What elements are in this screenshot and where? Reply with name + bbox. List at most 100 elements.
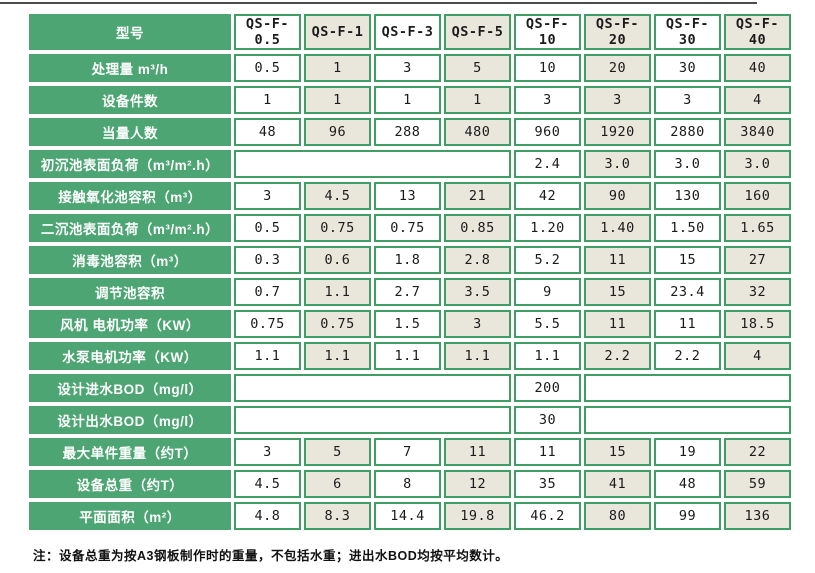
spec-cell: 15 [584, 438, 651, 466]
spec-cell: 1.20 [514, 214, 581, 242]
spec-cell: 0.3 [234, 246, 301, 274]
row-label: 平面面积（m²） [29, 502, 231, 530]
spec-row: 风机 电机功率（KW） 0.75 0.75 1.5 3 5.5 11 11 18.5 [29, 310, 791, 338]
spec-cell: 0.6 [304, 246, 371, 274]
spec-cell: 14.4 [374, 502, 441, 530]
spec-row: 当量人数 48 96 288 480 960 1920 2880 3840 [29, 118, 791, 146]
model-column-header: QS-F-0.5 [234, 14, 301, 50]
model-row-label: 型号 [29, 14, 231, 50]
row-label: 处理量 m³/h [29, 54, 231, 82]
spec-cell: 3 [374, 54, 441, 82]
spec-row: 设计出水BOD（mg/l） 30 [29, 406, 791, 434]
spec-cell: 1.1 [514, 342, 581, 370]
spec-row: 初沉池表面负荷（m³/m².h） 2.4 3.0 3.0 3.0 [29, 150, 791, 178]
spec-cell: 15 [654, 246, 721, 274]
spec-row: 平面面积（m²） 4.8 8.3 14.4 19.8 46.2 80 99 136 [29, 502, 791, 530]
spec-table-container: 型号 QS-F-0.5 QS-F-1 QS-F-3 QS-F-5 QS-F-10 QS-F-… [26, 10, 794, 534]
spec-cell: 48 [654, 470, 721, 498]
spec-cell: 2.7 [374, 278, 441, 306]
spec-row: 设计进水BOD（mg/l） 200 [29, 374, 791, 402]
spec-row: 处理量 m³/h 0.5 1 3 5 10 20 30 40 [29, 54, 791, 82]
spec-cell: 99 [654, 502, 721, 530]
spec-cell: 41 [584, 470, 651, 498]
spec-cell: 1 [304, 54, 371, 82]
model-column-header: QS-F-10 [514, 14, 581, 50]
spec-cell: 4.5 [304, 182, 371, 210]
spec-cell: 130 [654, 182, 721, 210]
spec-cell: 5 [304, 438, 371, 466]
spec-cell: 2.8 [444, 246, 511, 274]
spec-cell: 3.5 [444, 278, 511, 306]
spec-table: 型号 QS-F-0.5 QS-F-1 QS-F-3 QS-F-5 QS-F-10 QS-F-… [26, 10, 794, 534]
spec-row: 水泵电机功率（KW） 1.1 1.1 1.1 1.1 1.1 2.2 2.2 4 [29, 342, 791, 370]
model-column-header: QS-F-5 [444, 14, 511, 50]
spec-cell: 5 [444, 54, 511, 82]
spec-cell: 59 [724, 470, 791, 498]
spec-cell: 8.3 [304, 502, 371, 530]
spec-cell: 27 [724, 246, 791, 274]
spec-cell: 9 [514, 278, 581, 306]
spec-cell: 3 [444, 310, 511, 338]
spec-cell: 6 [304, 470, 371, 498]
row-label: 设备总重（约T） [29, 470, 231, 498]
spec-cell: 2.2 [584, 342, 651, 370]
spec-row: 接触氧化池容积（m³） 3 4.5 13 21 42 90 130 160 [29, 182, 791, 210]
spec-cell: 0.75 [304, 214, 371, 242]
row-label: 消毒池容积（m³） [29, 246, 231, 274]
spec-cell: 4.8 [234, 502, 301, 530]
spec-cell: 1.1 [374, 342, 441, 370]
spec-cell: 7 [374, 438, 441, 466]
spec-cell: 5.2 [514, 246, 581, 274]
spec-cell: 1.65 [724, 214, 791, 242]
spec-cell: 1920 [584, 118, 651, 146]
spec-cell: 4.5 [234, 470, 301, 498]
spec-cell: 480 [444, 118, 511, 146]
spec-cell: 96 [304, 118, 371, 146]
row-label: 设计进水BOD（mg/l） [29, 374, 231, 402]
model-column-header: QS-F-1 [304, 14, 371, 50]
spec-cell: 1.40 [584, 214, 651, 242]
spec-cell [584, 374, 791, 402]
spec-cell: 10 [514, 54, 581, 82]
spec-cell: 13 [374, 182, 441, 210]
spec-cell: 40 [724, 54, 791, 82]
row-label: 设备件数 [29, 86, 231, 114]
spec-cell: 32 [724, 278, 791, 306]
row-label: 最大单件重量（约T） [29, 438, 231, 466]
model-column-header: QS-F-30 [654, 14, 721, 50]
spec-cell: 19.8 [444, 502, 511, 530]
spec-cell: 42 [514, 182, 581, 210]
spec-cell: 0.5 [234, 54, 301, 82]
spec-cell: 21 [444, 182, 511, 210]
row-label: 风机 电机功率（KW） [29, 310, 231, 338]
spec-cell: 200 [514, 374, 581, 402]
row-label: 设计出水BOD（mg/l） [29, 406, 231, 434]
spec-cell: 23.4 [654, 278, 721, 306]
spec-cell: 30 [654, 54, 721, 82]
row-label: 二沉池表面负荷（m³/m².h） [29, 214, 231, 242]
spec-cell: 4 [724, 342, 791, 370]
spec-cell: 1.1 [444, 342, 511, 370]
spec-cell: 48 [234, 118, 301, 146]
spec-cell: 3.0 [724, 150, 791, 178]
spec-cell: 1 [374, 86, 441, 114]
header-row: 型号 QS-F-0.5 QS-F-1 QS-F-3 QS-F-5 QS-F-10 QS-F-… [29, 14, 791, 50]
spec-cell: 11 [514, 438, 581, 466]
row-label: 初沉池表面负荷（m³/m².h） [29, 150, 231, 178]
spec-cell: 4 [724, 86, 791, 114]
spec-cell: 160 [724, 182, 791, 210]
spec-cell: 2.4 [514, 150, 581, 178]
spec-cell: 46.2 [514, 502, 581, 530]
spec-cell: 1.1 [304, 278, 371, 306]
spec-cell: 35 [514, 470, 581, 498]
spec-cell: 19 [654, 438, 721, 466]
spec-cell: 3 [584, 86, 651, 114]
spec-cell: 1.8 [374, 246, 441, 274]
spec-cell: 11 [444, 438, 511, 466]
footnote: 注：设备总重为按A3钢板制作时的重量，不包括水重；进出水BOD均按平均数计。 [33, 549, 509, 563]
model-column-header: QS-F-20 [584, 14, 651, 50]
spec-cell: 0.75 [234, 310, 301, 338]
spec-cell: 0.7 [234, 278, 301, 306]
spec-cell: 2.2 [654, 342, 721, 370]
spec-cell: 12 [444, 470, 511, 498]
